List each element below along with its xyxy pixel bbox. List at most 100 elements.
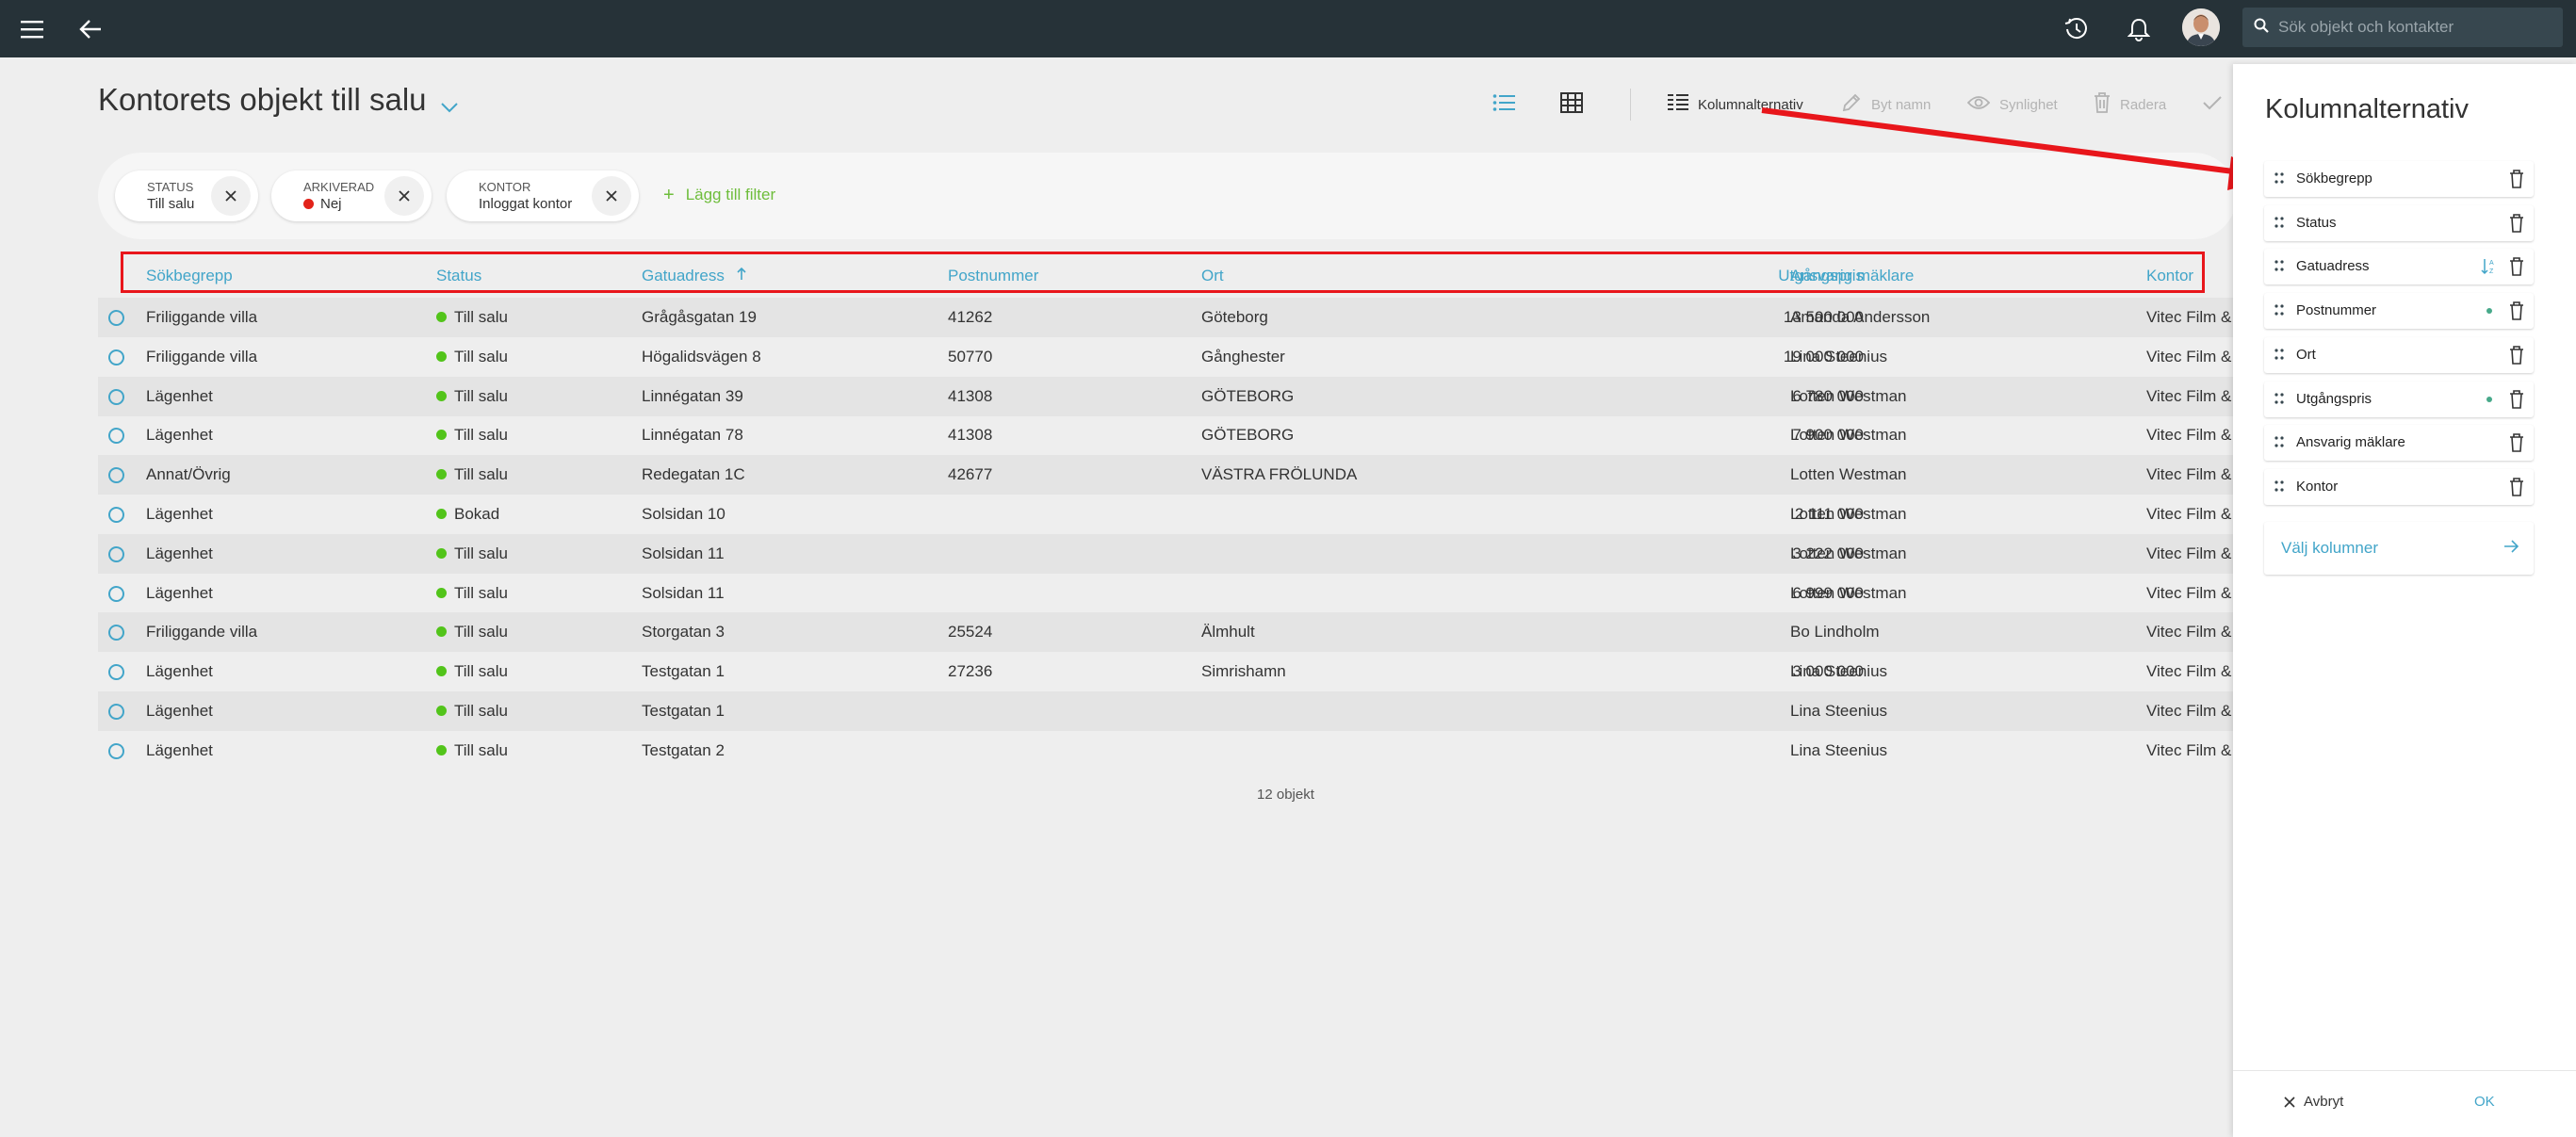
drag-handle-icon[interactable] [2274,435,2285,452]
check-button[interactable] [2203,87,2222,122]
status-text: Till salu [454,623,508,642]
filter-chip-kontor[interactable]: KONTOR Inloggat kontor [447,171,639,221]
trash-icon[interactable] [2509,170,2524,192]
trash-icon[interactable] [2509,213,2524,236]
drag-handle-icon[interactable] [2274,303,2285,320]
table-header: Sökbegrepp Status Gatuadress Postnummer … [98,256,2233,296]
table-row[interactable]: Friliggande villa Till salu Grågåsgatan 19… [98,298,2233,337]
arrow-left-icon[interactable] [72,0,109,57]
row-select-radio[interactable] [108,507,124,523]
column-option-item[interactable]: Ort [2264,336,2534,373]
cell-ansvarig-maklare: Lotten Westman [1790,386,1907,405]
row-select-radio[interactable] [108,742,124,759]
cell-gatuadress: Testgatan 1 [642,662,725,681]
column-header-ansvarig-maklare[interactable]: Ansvarig mäklare [1790,267,1915,284]
bell-icon[interactable] [2120,0,2158,57]
filter-chip-arkiverad[interactable]: ARKIVERAD Nej [271,171,432,221]
hamburger-icon[interactable] [13,0,51,57]
table-row[interactable]: Lägenhet Till salu Solsidan 11 3 222 000 Lot… [98,533,2233,574]
drag-handle-icon[interactable] [2274,348,2285,365]
close-icon[interactable] [384,176,424,216]
cell-status: Till salu [436,691,508,731]
search-box[interactable] [2242,8,2563,47]
column-option-item[interactable]: Postnummer [2264,293,2534,330]
drag-handle-icon[interactable] [2274,392,2285,409]
cell-sokbegrepp: Lägenhet [146,740,213,759]
valj-kolumner-button[interactable]: Välj kolumner [2264,522,2534,575]
close-icon[interactable] [592,176,631,216]
svg-text:A: A [2489,260,2494,267]
column-header-utgangspris[interactable]: Utgångspris [1778,267,1864,284]
close-icon[interactable] [211,176,251,216]
row-select-radio[interactable] [108,349,124,365]
radera-button[interactable]: Radera [2094,87,2166,122]
column-option-item[interactable]: Kontor [2264,468,2534,505]
drag-handle-icon[interactable] [2274,171,2285,188]
column-header-gatuadress[interactable]: Gatuadress [642,256,746,296]
drag-handle-icon[interactable] [2274,216,2285,233]
cell-ansvarig-maklare: Lotten Westman [1790,465,1907,484]
close-icon [2284,1096,2295,1108]
filter-chip-status[interactable]: STATUS Till salu [115,171,258,221]
column-header-status[interactable]: Status [436,267,482,284]
table-row[interactable]: Lägenhet Till salu Solsidan 11 6 999 000 Lot… [98,574,2233,613]
trash-icon[interactable] [2509,433,2524,456]
table-row[interactable]: Lägenhet Bokad Solsidan 10 2 111 000 Lotten … [98,495,2233,534]
table-row[interactable]: Friliggande villa Till salu Storgatan 3 255… [98,612,2233,653]
avatar[interactable] [2182,8,2220,46]
add-filter-button[interactable]: + Lägg till filter [663,184,775,206]
drag-handle-icon[interactable] [2274,259,2285,276]
ok-button[interactable]: OK [2474,1094,2495,1110]
table-row[interactable]: Lägenhet Till salu Testgatan 1 Lina Steeniu… [98,691,2233,731]
search-input[interactable] [2278,18,2552,37]
table-row[interactable]: Lägenhet Till salu Linnégatan 78 41308 GÖTEB… [98,415,2233,455]
cell-ansvarig-maklare: Lina Steenius [1790,702,1888,720]
row-select-radio[interactable] [108,388,124,405]
byt-namn-button[interactable]: Byt namn [1841,87,1931,122]
column-header-kontor[interactable]: Kontor [2146,267,2194,284]
list-view-button[interactable] [1492,87,1515,122]
kolumnalternativ-button[interactable]: Kolumnalternativ [1668,87,1803,122]
column-option-item[interactable]: Sökbegrepp [2264,161,2534,197]
column-header-sokbegrepp[interactable]: Sökbegrepp [146,267,233,284]
row-select-radio[interactable] [108,585,124,602]
chevron-down-icon[interactable] [440,85,459,121]
row-select-radio[interactable] [108,704,124,720]
cell-gatuadress: Linnégatan 39 [642,386,743,405]
column-option-item[interactable]: Ansvarig mäklare [2264,425,2534,462]
history-icon[interactable] [2058,0,2095,57]
column-option-item[interactable]: Gatuadress A Z [2264,249,2534,285]
trash-icon[interactable] [2509,345,2524,368]
row-select-radio[interactable] [108,428,124,445]
row-select-radio[interactable] [108,545,124,562]
row-select-radio[interactable] [108,467,124,484]
table-row[interactable]: Friliggande villa Till salu Högalidsvägen … [98,337,2233,377]
column-header-ort[interactable]: Ort [1201,267,1224,284]
table-row[interactable]: Lägenhet Till salu Linnégatan 39 41308 GÖTEB… [98,376,2233,416]
avbryt-button[interactable]: Avbryt [2284,1094,2343,1110]
table-row[interactable]: Lägenhet Till salu Testgatan 2 Lina Steeniu… [98,731,2233,771]
column-option-item[interactable]: Utgångspris [2264,381,2534,417]
column-option-label: Sökbegrepp [2296,171,2372,187]
trash-icon[interactable] [2509,257,2524,280]
column-option-item[interactable]: Status [2264,204,2534,241]
column-header-postnummer[interactable]: Postnummer [948,267,1039,284]
radera-label: Radera [2120,96,2167,113]
table-row[interactable]: Lägenhet Till salu Testgatan 1 27236 Simrish… [98,652,2233,691]
status-text: Till salu [454,740,508,759]
row-select-radio[interactable] [108,664,124,681]
table-row[interactable]: Annat/Övrig Till salu Redegatan 1C 42677 VÄS… [98,455,2233,495]
row-select-radio[interactable] [108,625,124,642]
synlighet-button[interactable]: Synlighet [1966,87,2058,122]
trash-icon[interactable] [2509,478,2524,500]
drag-handle-icon[interactable] [2274,479,2285,496]
grid-view-button[interactable] [1560,87,1583,122]
trash-icon[interactable] [2509,389,2524,413]
cell-sokbegrepp: Lägenhet [146,505,213,523]
status-dot-green [436,312,447,323]
status-text: Till salu [454,386,508,405]
trash-icon[interactable] [2509,301,2524,324]
row-select-radio[interactable] [108,310,124,326]
status-dot-green [436,509,447,520]
